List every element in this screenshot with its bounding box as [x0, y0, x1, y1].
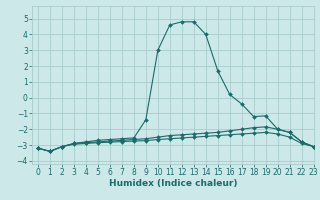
X-axis label: Humidex (Indice chaleur): Humidex (Indice chaleur): [108, 179, 237, 188]
